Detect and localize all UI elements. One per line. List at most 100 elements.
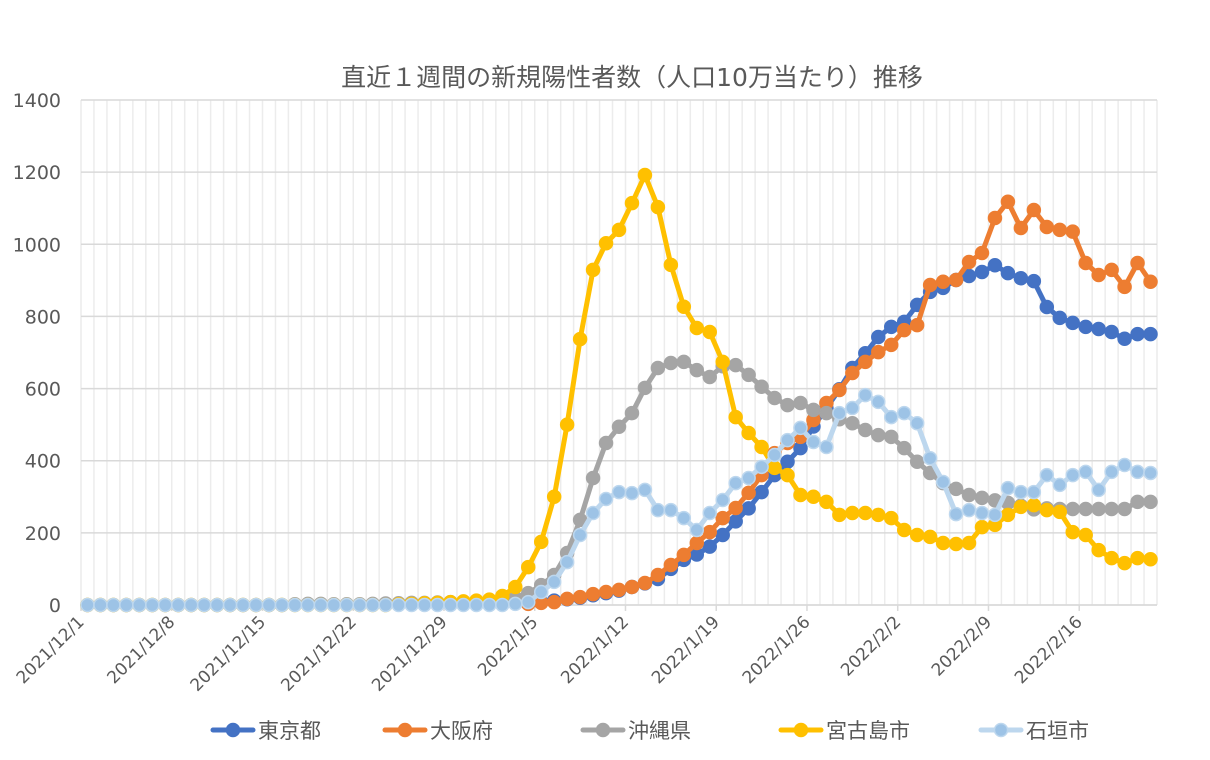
data-point <box>1104 324 1119 340</box>
data-point <box>689 362 705 378</box>
data-point <box>1104 550 1119 566</box>
data-point <box>676 299 692 314</box>
data-point <box>469 597 484 613</box>
data-point <box>715 354 730 370</box>
data-point <box>300 597 316 613</box>
data-point <box>1065 224 1080 239</box>
data-point <box>728 475 743 491</box>
data-point <box>858 387 873 403</box>
data-point <box>961 254 977 270</box>
data-point <box>624 405 640 421</box>
data-point <box>378 597 393 613</box>
data-point <box>741 470 756 486</box>
y-tick-label: 200 <box>25 523 61 545</box>
data-point <box>871 507 886 523</box>
data-point <box>546 489 562 505</box>
data-point <box>1117 331 1132 347</box>
data-point <box>702 539 717 554</box>
data-point <box>883 337 899 353</box>
data-point <box>896 522 912 538</box>
data-point <box>754 459 769 475</box>
data-point <box>274 597 290 613</box>
data-point <box>741 425 756 441</box>
data-point <box>93 597 108 613</box>
data-point <box>572 527 588 543</box>
data-point <box>987 257 1003 273</box>
data-point <box>287 597 303 613</box>
y-tick-label: 400 <box>25 451 61 473</box>
data-point <box>1091 321 1106 337</box>
data-point <box>339 597 355 613</box>
data-point <box>883 429 899 445</box>
y-tick-label: 1000 <box>13 234 61 256</box>
data-point <box>611 419 627 435</box>
data-point <box>261 597 277 613</box>
legend-label: 沖縄県 <box>628 719 691 743</box>
data-point <box>559 417 575 432</box>
data-point <box>676 510 692 526</box>
data-point <box>948 481 964 497</box>
data-point <box>1013 484 1029 500</box>
data-point <box>715 510 730 526</box>
data-point <box>170 597 186 613</box>
data-point <box>845 415 860 431</box>
series-4 <box>80 387 1158 613</box>
legend-item: 石垣市 <box>978 719 1089 743</box>
data-point <box>222 597 238 613</box>
data-point <box>819 405 834 421</box>
data-point <box>961 502 977 518</box>
data-point <box>650 360 666 376</box>
data-point <box>572 589 588 605</box>
data-point <box>793 487 808 503</box>
data-point <box>637 482 653 498</box>
data-point <box>896 322 912 338</box>
legend-item: 東京都 <box>210 719 321 743</box>
data-point <box>235 597 251 613</box>
data-point <box>871 344 886 360</box>
data-point <box>650 502 666 518</box>
data-point <box>598 235 614 251</box>
data-point <box>896 405 912 421</box>
data-point <box>922 277 938 293</box>
data-point <box>909 317 925 333</box>
data-point <box>728 409 743 425</box>
data-point <box>883 319 899 335</box>
data-point <box>443 597 458 613</box>
data-point <box>728 500 743 516</box>
data-point <box>754 379 769 395</box>
data-point <box>611 222 627 238</box>
legend-point-marker <box>397 722 413 738</box>
data-point <box>741 485 756 501</box>
data-point <box>935 474 951 490</box>
data-point <box>754 484 769 500</box>
data-point <box>676 354 692 370</box>
data-point <box>521 559 536 575</box>
data-point <box>546 574 562 590</box>
data-point <box>909 527 925 543</box>
data-point <box>248 597 264 613</box>
data-point <box>845 365 860 381</box>
data-point <box>974 490 990 506</box>
data-point <box>896 440 912 456</box>
data-point <box>482 597 497 613</box>
data-point <box>611 582 627 598</box>
data-point <box>1078 319 1093 335</box>
data-point <box>858 505 873 521</box>
data-point <box>533 534 549 550</box>
data-point <box>767 390 782 406</box>
data-point <box>611 484 627 500</box>
data-point <box>585 262 601 278</box>
data-point <box>1104 501 1119 517</box>
data-point <box>119 597 134 613</box>
data-point <box>974 245 990 261</box>
data-point <box>1091 482 1106 498</box>
data-point <box>1078 464 1093 480</box>
data-point <box>961 535 977 551</box>
data-point <box>508 596 523 612</box>
legend-label: 宮古島市 <box>826 719 910 743</box>
legend-item: 宮古島市 <box>778 719 910 743</box>
chart-title: 直近１週間の新規陽性者数（人口10万当たり）推移 <box>341 63 923 92</box>
data-point <box>767 447 782 463</box>
data-point <box>1013 499 1029 515</box>
